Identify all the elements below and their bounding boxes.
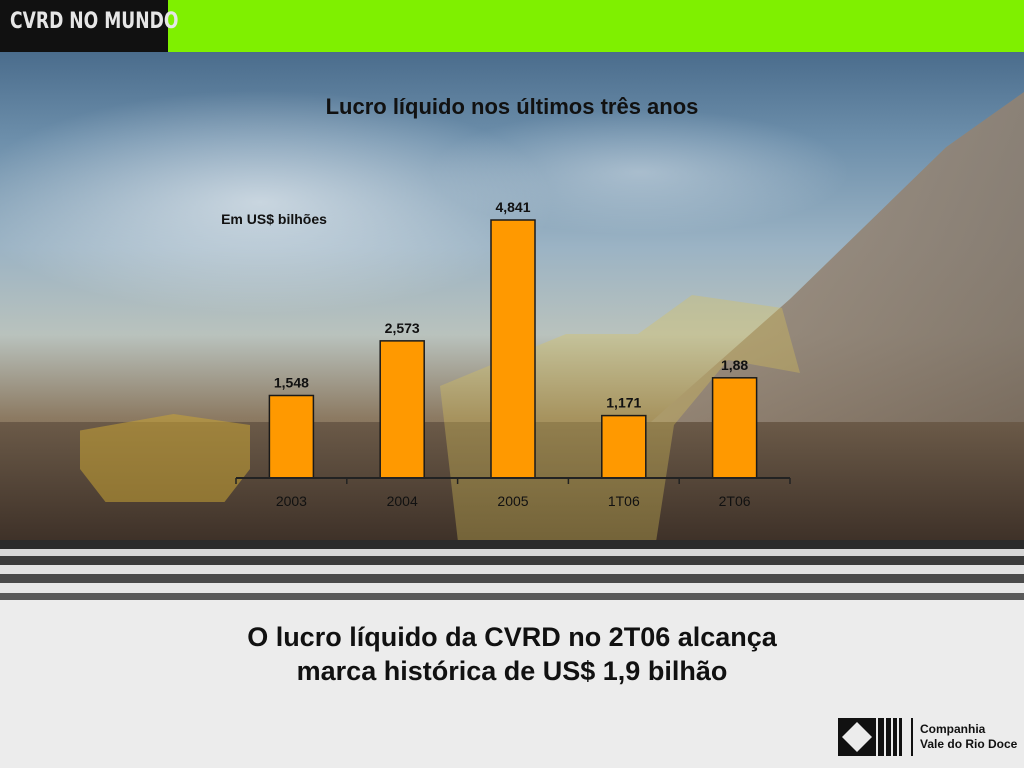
haul-truck-shape: [80, 414, 250, 502]
company-name-line-2: Vale do Rio Doce: [920, 737, 1018, 751]
company-name: Companhia Vale do Rio Doce: [920, 722, 1017, 752]
decorative-stripes: [0, 540, 1024, 600]
cvrd-logo-icon: [838, 718, 902, 756]
chart-title: Lucro líquido nos últimos três anos: [325, 94, 699, 119]
brand-block: CVRD NO MUNDO: [0, 0, 178, 52]
headline-line-2: marca histórica de US$ 1,9 bilhão: [296, 656, 728, 686]
brand-label: CVRD NO MUNDO: [10, 9, 179, 34]
header-bar: CVRD NO MUNDO: [0, 0, 1024, 52]
company-logo: Companhia Vale do Rio Doce: [838, 716, 1018, 760]
logo-divider: [911, 718, 913, 756]
headline-line-1: O lucro líquido da CVRD no 2T06 alcança: [247, 622, 777, 652]
headline: O lucro líquido da CVRD no 2T06 alcança …: [0, 620, 1024, 688]
background-photo: Lucro líquido nos últimos três anos: [0, 52, 1024, 540]
company-name-line-1: Companhia: [920, 722, 986, 736]
